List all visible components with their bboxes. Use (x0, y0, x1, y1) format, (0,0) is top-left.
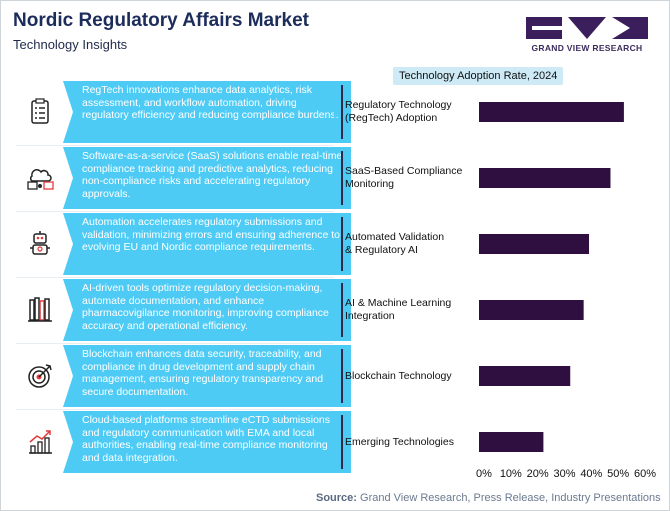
icon-box (16, 81, 63, 143)
insight-row: Blockchain enhances data security, trace… (16, 345, 351, 407)
logo-text: GRAND VIEW RESEARCH (531, 43, 643, 53)
category-label-line: & Regulatory AI (345, 244, 418, 256)
row-divider (16, 145, 334, 146)
pointer-arrow-icon (334, 172, 341, 184)
row-divider (16, 211, 334, 212)
category-label: Emerging Technologies (345, 436, 475, 449)
logo-mark-icon (526, 17, 648, 39)
grand-view-research-logo: GRAND VIEW RESEARCH (526, 17, 648, 53)
bar-4 (479, 366, 571, 386)
insight-row: Automation accelerates regulatory submis… (16, 213, 351, 275)
category-label: Automated Validation & Regulatory AI (345, 231, 475, 257)
bar-3 (479, 300, 584, 320)
books-documentation-icon (28, 297, 52, 322)
insight-row: Cloud-based platforms streamline eCTD su… (16, 411, 351, 473)
icon-box (16, 147, 63, 209)
source-label: Source: (316, 492, 357, 504)
category-label-line: Automated Validation (345, 231, 445, 243)
category-label: Blockchain Technology (345, 370, 475, 383)
category-bracket (341, 349, 343, 403)
pointer-arrow-icon (334, 304, 341, 316)
insight-text: RegTech innovations enhance data analyti… (63, 81, 351, 143)
x-tick-label: 30% (553, 468, 575, 480)
icon-box (16, 279, 63, 341)
x-tick-label: 40% (580, 468, 602, 480)
x-tick-label: 60% (634, 468, 656, 480)
icon-box (16, 345, 63, 407)
insight-row: RegTech innovations enhance data analyti… (16, 81, 351, 143)
bar-0 (479, 102, 624, 122)
pointer-arrow-icon (334, 436, 341, 448)
category-label-line: Emerging Technologies (345, 435, 454, 448)
category-label-line: Monitoring (345, 178, 395, 190)
clipboard-checklist-icon (31, 98, 49, 124)
row-divider (16, 409, 334, 410)
category-bracket (341, 85, 343, 139)
row-divider (16, 343, 334, 344)
page-subtitle: Technology Insights (13, 37, 128, 52)
x-tick-label: 50% (607, 468, 629, 480)
row-divider (16, 277, 334, 278)
category-label-line: Integration (345, 310, 395, 322)
insight-text: AI-driven tools optimize regulatory deci… (63, 279, 351, 341)
insight-text: Software-as-a-service (SaaS) solutions e… (63, 147, 351, 209)
insight-row: Software-as-a-service (SaaS) solutions e… (16, 147, 351, 209)
x-tick-label: 10% (500, 468, 522, 480)
x-tick-label: 20% (527, 468, 549, 480)
insight-row: AI-driven tools optimize regulatory deci… (16, 279, 351, 341)
insight-text: Blockchain enhances data security, trace… (63, 345, 351, 407)
category-label-line: Regulatory Technology (345, 99, 452, 111)
chart-label: Technology Adoption Rate, 2024 (393, 67, 564, 85)
category-label: Regulatory Technology (RegTech) Adoption (345, 99, 475, 125)
growth-chart-icon (29, 430, 52, 454)
x-tick-label: 0% (476, 468, 492, 480)
category-label-line: Blockchain Technology (345, 369, 452, 382)
page-title: Nordic Regulatory Affairs Market (13, 10, 309, 31)
insight-text: Cloud-based platforms streamline eCTD su… (63, 411, 351, 473)
category-bracket (341, 415, 343, 469)
bar-chart: 0% 10% 20% 30% 40% 50% 60% (476, 102, 656, 480)
bar-2 (479, 234, 590, 254)
icon-box (16, 411, 63, 473)
category-label-line: AI & Machine Learning (345, 297, 452, 309)
category-label-line: SaaS-Based Compliance (345, 165, 463, 177)
icon-box (16, 213, 63, 275)
pointer-arrow-icon (334, 370, 341, 382)
category-bracket (341, 283, 343, 337)
bar-5 (479, 432, 544, 452)
pointer-arrow-icon (334, 106, 341, 118)
source-note: Source: Grand View Research, Press Relea… (316, 492, 661, 504)
source-text: Grand View Research, Press Release, Indu… (360, 492, 661, 504)
category-label: AI & Machine Learning Integration (345, 297, 475, 323)
saas-cloud-network-icon (27, 169, 54, 190)
pointer-arrow-icon (334, 238, 341, 250)
category-bracket (341, 151, 343, 205)
category-label-line: (RegTech) Adoption (345, 112, 438, 124)
category-bracket (341, 217, 343, 271)
category-label: SaaS-Based Compliance Monitoring (345, 165, 475, 191)
bar-1 (479, 168, 611, 188)
target-security-icon (28, 364, 52, 388)
insight-text: Automation accelerates regulatory submis… (63, 213, 351, 275)
robot-automation-icon (30, 231, 50, 255)
